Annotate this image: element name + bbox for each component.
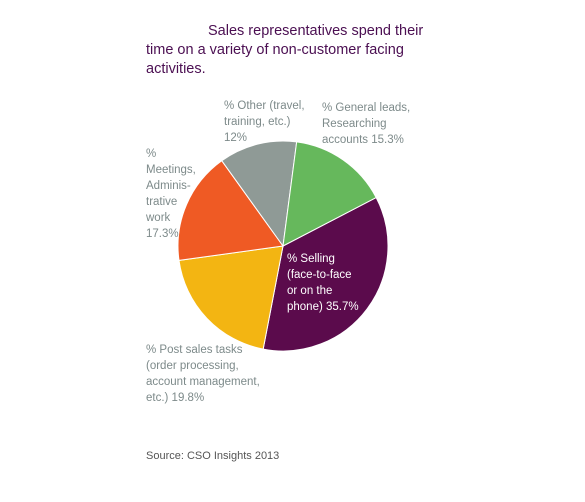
slice-selling [262,196,389,352]
label-other: % Other (travel, training, etc.) 12% [224,100,305,144]
chart-title: Sales representatives spend their time o… [146,23,424,77]
slice-post-sales [178,245,284,350]
slice-general-leads [282,141,377,247]
label-meetings: % Meetings, Adminis- trative work 17.3% [146,148,196,240]
label-post-sales: % Post sales tasks (order processing, ac… [146,344,260,404]
label-selling: % Selling (face-to-face or on the phone)… [287,253,359,313]
label-general-leads: % General leads, Researching accounts 15… [322,102,411,146]
slice-other [221,140,298,248]
slice-meetings [177,160,284,261]
chart-source: Source: CSO Insights 2013 [146,450,280,462]
